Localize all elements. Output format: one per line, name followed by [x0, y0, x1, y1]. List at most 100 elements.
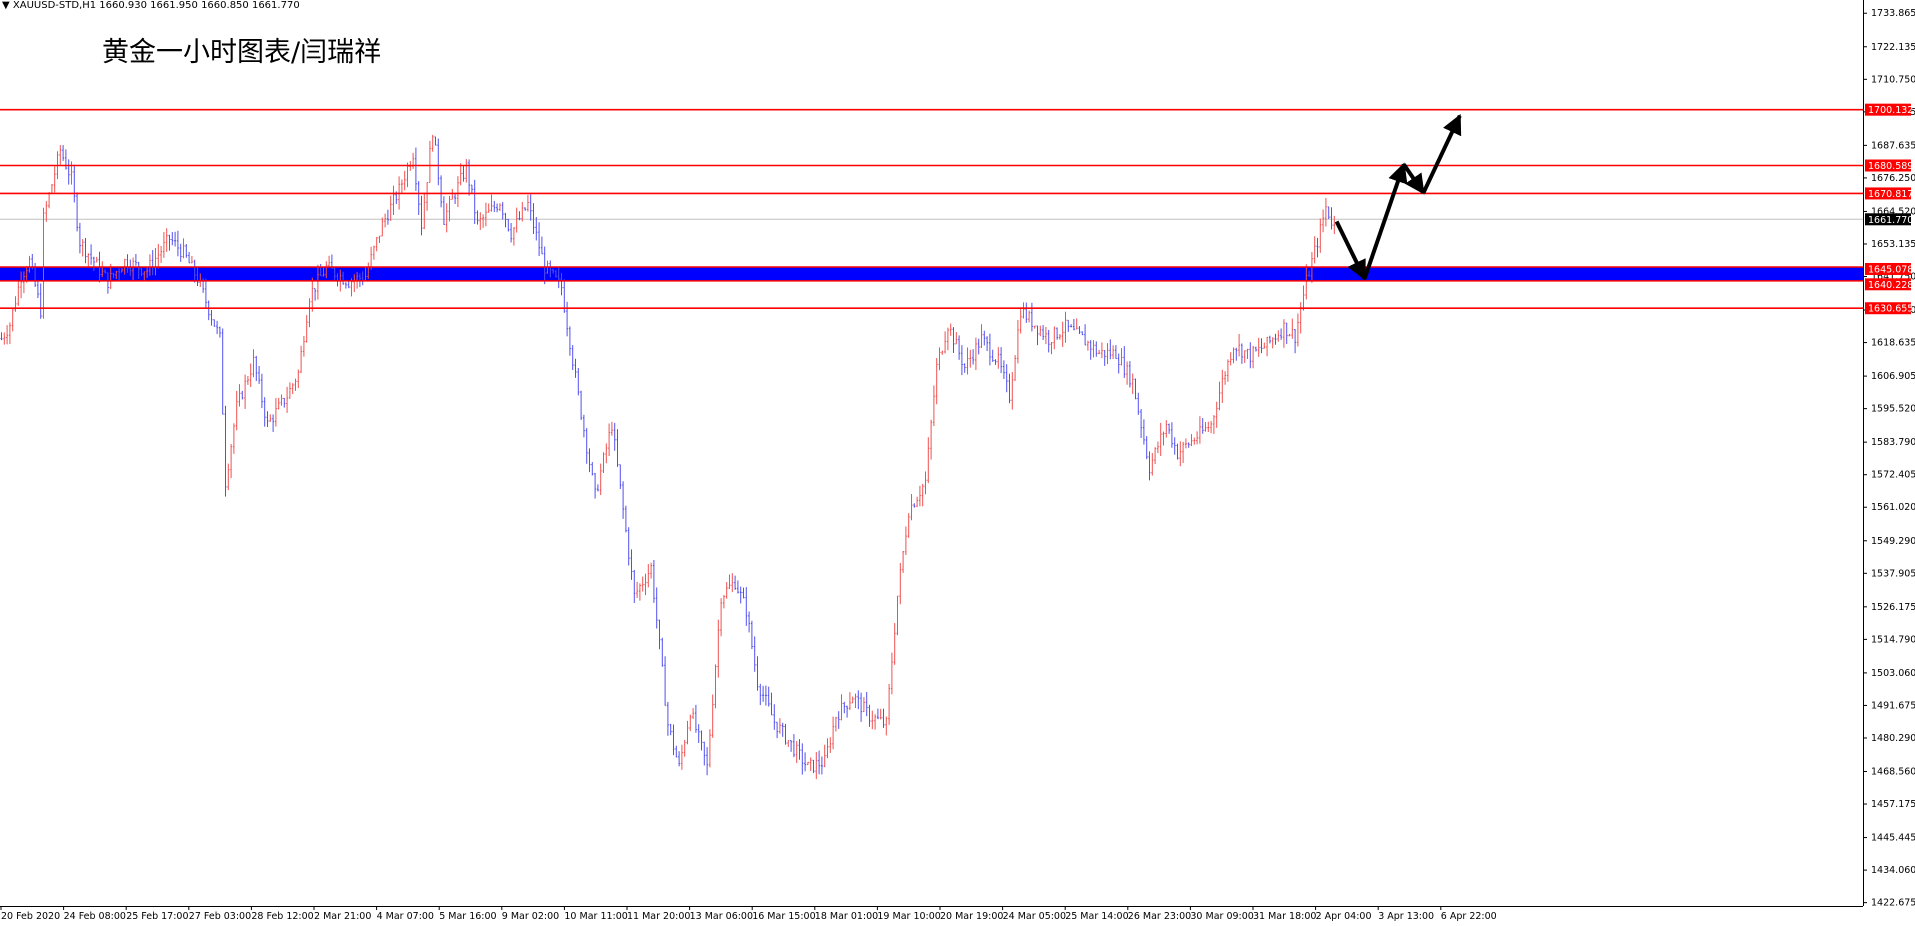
- ohlc-bar: [1112, 345, 1115, 359]
- x-tick-label: 31 Mar 18:00: [1253, 911, 1316, 922]
- ohlc-bar: [610, 421, 613, 436]
- ohlc-bar: [53, 166, 56, 193]
- ohlc-bar: [1322, 209, 1325, 233]
- ohlc-bar: [104, 269, 107, 274]
- y-tick-label: 1537.905: [1871, 568, 1915, 579]
- ohlc-bar: [1011, 372, 1014, 410]
- ohlc-bar: [378, 235, 381, 243]
- ohlc-bar: [454, 193, 457, 204]
- ohlc-bar: [949, 323, 952, 336]
- ohlc-bar: [652, 559, 655, 603]
- ohlc-bar: [644, 573, 647, 596]
- x-tick-label: 27 Feb 03:00: [189, 911, 251, 922]
- ohlc-bar: [991, 349, 994, 362]
- ohlc-bar: [885, 716, 888, 736]
- ohlc-bar: [168, 234, 171, 251]
- ohlc-bar: [697, 724, 700, 744]
- ohlc-bar: [344, 282, 347, 289]
- ohlc-bar: [675, 745, 678, 758]
- ohlc-bar: [280, 394, 283, 406]
- ohlc-bar: [406, 162, 409, 188]
- ohlc-bar: [734, 575, 737, 590]
- x-tick-label: 20 Mar 19:00: [940, 911, 1003, 922]
- y-tick-label: 1722.135: [1871, 42, 1915, 53]
- ohlc-bar: [277, 397, 280, 410]
- ohlc-bar: [73, 164, 76, 203]
- ohlc-bar: [1067, 319, 1070, 332]
- ohlc-bar: [966, 347, 969, 375]
- ohlc-bar: [1042, 325, 1045, 340]
- ohlc-bar: [1109, 339, 1112, 360]
- ohlc-bar: [6, 325, 9, 345]
- projection-arrow: [1334, 220, 1367, 281]
- ohlc-bar: [266, 411, 269, 427]
- ohlc-bar: [1327, 206, 1330, 220]
- ohlc-bar: [1016, 319, 1019, 364]
- ohlc-bar: [221, 328, 224, 415]
- ohlc-bar: [1156, 441, 1159, 454]
- ohlc-bar: [1044, 326, 1047, 345]
- ohlc-bar: [650, 562, 653, 579]
- ohlc-bar: [524, 207, 527, 211]
- dropdown-triangle-icon[interactable]: ▼: [2, 0, 10, 11]
- ohlc-bar: [333, 266, 336, 280]
- ohlc-bar: [510, 222, 513, 243]
- ohlc-bar: [669, 723, 672, 736]
- ohlc-bar: [518, 211, 521, 221]
- ohlc-bar: [106, 272, 109, 294]
- ohlc-bar: [1100, 342, 1103, 359]
- ohlc-bar: [1179, 441, 1182, 467]
- ohlc-bar: [1274, 333, 1277, 345]
- ohlc-bar: [1252, 345, 1255, 369]
- x-tick-label: 25 Mar 14:00: [1065, 911, 1128, 922]
- ohlc-bar: [759, 683, 762, 706]
- ohlc-bar: [1215, 401, 1218, 428]
- ohlc-bar: [661, 637, 664, 667]
- ohlc-bar: [204, 278, 207, 309]
- ohlc-bar: [762, 685, 765, 702]
- ohlc-bar: [470, 184, 473, 193]
- ohlc-bar: [599, 463, 602, 496]
- ohlc-bar: [708, 729, 711, 768]
- ohlc-bar: [1294, 328, 1297, 354]
- ohlc-bar: [902, 550, 905, 573]
- ohlc-bar: [1072, 318, 1075, 331]
- ohlc-bar: [3, 332, 6, 345]
- ohlc-bar: [806, 761, 809, 766]
- ohlc-bar: [739, 586, 742, 604]
- ohlc-bar: [210, 310, 213, 326]
- ohlc-bar: [890, 652, 893, 695]
- ohlc-bar: [1047, 329, 1050, 353]
- zone-top-price-label-bg: [1865, 263, 1911, 276]
- ohlc-bar: [1277, 330, 1280, 342]
- ohlc-bar: [636, 581, 639, 598]
- ohlc-bar: [67, 159, 70, 185]
- ohlc-bar: [1330, 207, 1333, 230]
- ohlc-bar: [955, 332, 958, 345]
- ohlc-bar: [776, 721, 779, 739]
- ohlc-bar: [1285, 322, 1288, 344]
- ohlc-bar: [664, 656, 667, 706]
- ohlc-bar: [596, 484, 599, 492]
- ohlc-bar: [846, 705, 849, 718]
- ohlc-bar: [249, 363, 252, 388]
- ohlc-bar: [952, 327, 955, 353]
- ohlc-bar: [1145, 436, 1148, 460]
- ohlc-bar: [300, 345, 303, 374]
- ohlc-bar: [328, 255, 331, 268]
- ohlc-bar: [868, 704, 871, 727]
- ohlc-bar: [1257, 337, 1260, 357]
- ohlc-bar: [1240, 343, 1243, 364]
- ohlc-bar: [781, 722, 784, 737]
- ohlc-bar: [109, 263, 112, 290]
- ohlc-bar: [742, 587, 745, 599]
- ohlc-bar: [1308, 270, 1311, 277]
- ohlc-bar: [804, 752, 807, 772]
- ohlc-bar: [1313, 236, 1316, 264]
- ohlc-bar: [795, 741, 798, 764]
- y-tick-label: 1480.290: [1871, 733, 1915, 744]
- ohlc-bar: [213, 319, 216, 327]
- ohlc-bar: [22, 271, 25, 294]
- ohlc-bar: [633, 569, 636, 603]
